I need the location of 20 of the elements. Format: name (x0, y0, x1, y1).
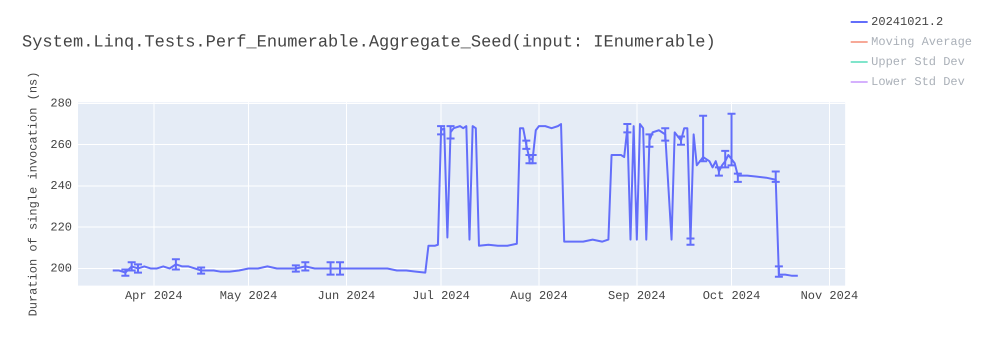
chart-title: System.Linq.Tests.Perf_Enumerable.Aggregate_Seed(input: IEnumerable) (22, 34, 716, 53)
x-tick-label: Jul 2024 (412, 288, 470, 303)
legend-label: Moving Average (871, 35, 972, 50)
x-tick-label: Sep 2024 (608, 288, 666, 303)
legend-label: Lower Std Dev (871, 75, 965, 90)
y-tick-label: 240 (50, 179, 72, 194)
y-tick-label: 260 (50, 138, 72, 152)
legend-label: 20241021.2 (871, 15, 944, 30)
y-tick-label: 200 (50, 262, 72, 276)
x-tick-label: May 2024 (220, 288, 278, 303)
legend-label: Upper Std Dev (871, 55, 965, 70)
x-tick-label: Jun 2024 (318, 288, 376, 303)
x-tick-label: Apr 2024 (124, 288, 183, 303)
point (528, 154, 538, 164)
x-tick-label: Oct 2024 (702, 288, 760, 303)
y-axis-title: Duration of single invocation (ns) (26, 72, 40, 316)
x-tick-label: Nov 2024 (800, 288, 858, 303)
x-tick-label: Aug 2024 (510, 288, 568, 303)
y-tick-label: 220 (50, 220, 72, 234)
y-tick-label: 280 (50, 96, 72, 111)
